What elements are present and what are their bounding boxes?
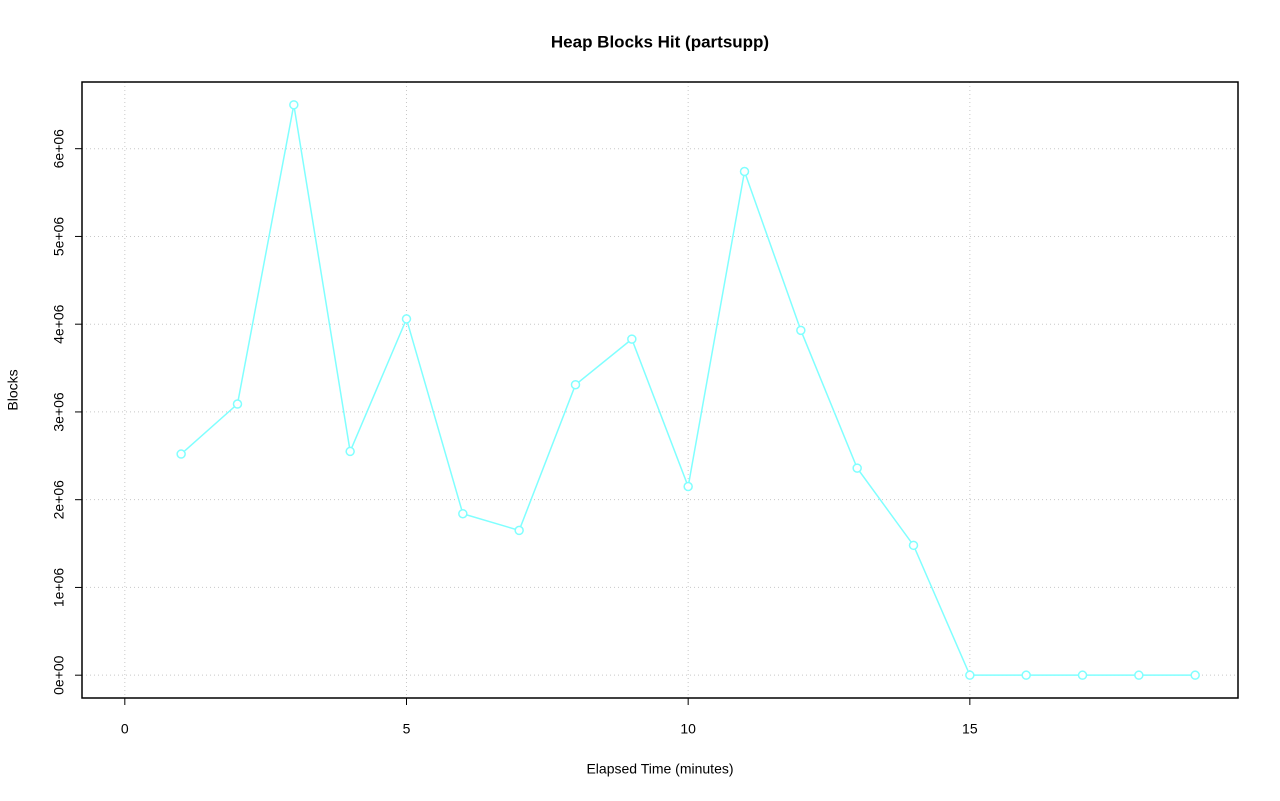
x-axis-label: Elapsed Time (minutes) <box>586 761 733 777</box>
data-point <box>1077 670 1088 680</box>
data-point <box>1190 670 1200 680</box>
data-point <box>852 463 862 473</box>
y-tick-label: 4e+06 <box>51 304 67 344</box>
data-point <box>739 166 750 177</box>
data-point <box>345 446 355 457</box>
data-point <box>514 525 524 536</box>
data-point <box>965 670 975 680</box>
x-tick-label: 15 <box>962 721 978 737</box>
data-point <box>176 449 186 459</box>
data-point <box>1021 670 1031 680</box>
data-point <box>683 481 693 492</box>
y-axis-label: Blocks <box>5 369 21 410</box>
data-point <box>570 379 581 390</box>
plot-frame <box>81 81 1239 699</box>
data-point <box>401 314 412 324</box>
y-tick-label: 5e+06 <box>51 217 67 257</box>
x-tick-label: 5 <box>403 721 411 737</box>
data-point <box>796 325 806 336</box>
y-tick-label: 1e+06 <box>51 568 67 608</box>
y-tick-label: 3e+06 <box>51 392 67 432</box>
data-point <box>908 540 919 551</box>
x-tick-label: 10 <box>680 721 696 737</box>
data-point <box>627 334 637 344</box>
chart-title: Heap Blocks Hit (partsupp) <box>551 32 769 51</box>
data-point <box>1134 670 1144 680</box>
y-tick-label: 0e+00 <box>51 655 67 695</box>
data-point <box>458 508 468 519</box>
y-tick-label: 2e+06 <box>51 480 67 520</box>
data-point <box>232 399 243 409</box>
x-tick-label: 0 <box>121 721 129 737</box>
data-point <box>289 100 299 110</box>
y-tick-label: 6e+06 <box>51 129 67 169</box>
